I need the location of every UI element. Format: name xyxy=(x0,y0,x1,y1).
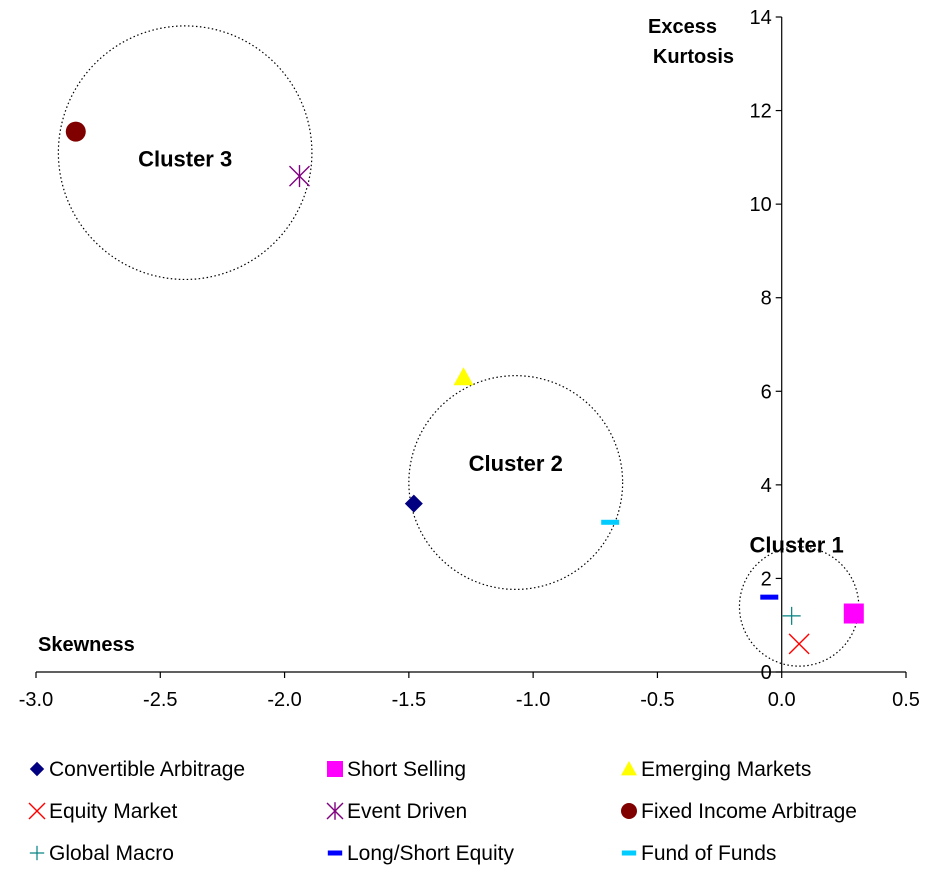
legend-item: Equity Market xyxy=(28,800,178,823)
data-point xyxy=(760,594,779,600)
axes xyxy=(36,17,906,673)
x-tick-label: 0.0 xyxy=(768,689,796,711)
y-tick-label: 14 xyxy=(749,7,771,29)
legend-item: Fund of Funds xyxy=(621,842,776,865)
legend-label: Long/Short Equity xyxy=(347,842,514,865)
data-point xyxy=(404,494,423,513)
legend-label: Convertible Arbitrage xyxy=(49,758,245,781)
x-tick-label: 0.5 xyxy=(892,689,920,711)
legend: Convertible Arbitrage Short Selling Emergi… xyxy=(28,758,857,865)
y-tick-label: 12 xyxy=(749,101,771,123)
cluster-circle xyxy=(738,546,860,667)
legend-item: Short Selling xyxy=(327,758,466,781)
x-tick-label: -0.5 xyxy=(640,689,674,711)
x-tick-label: -3.0 xyxy=(19,689,53,711)
y-axis-title-line2: Kurtosis xyxy=(653,46,734,68)
x-tick-label: -1.0 xyxy=(516,689,550,711)
data-points xyxy=(65,121,864,655)
legend-item: Convertible Arbitrage xyxy=(29,758,245,781)
y-tick-label: 6 xyxy=(761,381,772,403)
cluster-label: Cluster 3 xyxy=(138,147,232,172)
legend-label: Fixed Income Arbitrage xyxy=(641,800,857,823)
cluster-circle xyxy=(408,375,624,591)
legend-item: Event Driven xyxy=(326,800,467,823)
cluster-label: Cluster 2 xyxy=(469,451,563,476)
data-point xyxy=(288,165,310,188)
cluster-label: Cluster 1 xyxy=(750,533,844,558)
legend-label: Global Macro xyxy=(49,842,174,865)
clusters-layer xyxy=(57,25,860,667)
legend-label: Equity Market xyxy=(49,800,178,823)
y-tick-label: 4 xyxy=(761,475,772,497)
data-point xyxy=(601,519,620,525)
x-tick-label: -2.0 xyxy=(267,689,301,711)
x-axis-title: Skewness xyxy=(38,634,135,656)
legend-label: Emerging Markets xyxy=(641,758,811,781)
y-tick-label: 0 xyxy=(761,662,772,684)
data-point xyxy=(788,633,810,655)
data-point xyxy=(843,603,864,624)
data-point xyxy=(453,367,474,386)
y-tick-label: 10 xyxy=(749,194,771,216)
legend-item: Emerging Markets xyxy=(621,758,811,781)
cluster-circle xyxy=(57,25,313,281)
legend-label: Short Selling xyxy=(347,758,466,781)
legend-item: Fixed Income Arbitrage xyxy=(621,800,857,823)
data-point xyxy=(65,121,86,142)
y-tick-label: 8 xyxy=(761,288,772,310)
data-point xyxy=(782,606,801,625)
legend-item: Long/Short Equity xyxy=(327,842,514,865)
x-tick-label: -2.5 xyxy=(143,689,177,711)
y-axis-title-line1: Excess xyxy=(648,16,717,38)
y-tick-label: 2 xyxy=(761,568,772,590)
legend-label: Event Driven xyxy=(347,800,467,823)
legend-item: Global Macro xyxy=(29,842,174,865)
ticks-layer: -3.0 -2.5 -2.0 -1.5 -1.0 -0.5 0.0 0.5 0 2 4 6 8 10 12 1… xyxy=(19,7,920,711)
legend-label: Fund of Funds xyxy=(641,842,776,865)
x-tick-label: -1.5 xyxy=(392,689,426,711)
